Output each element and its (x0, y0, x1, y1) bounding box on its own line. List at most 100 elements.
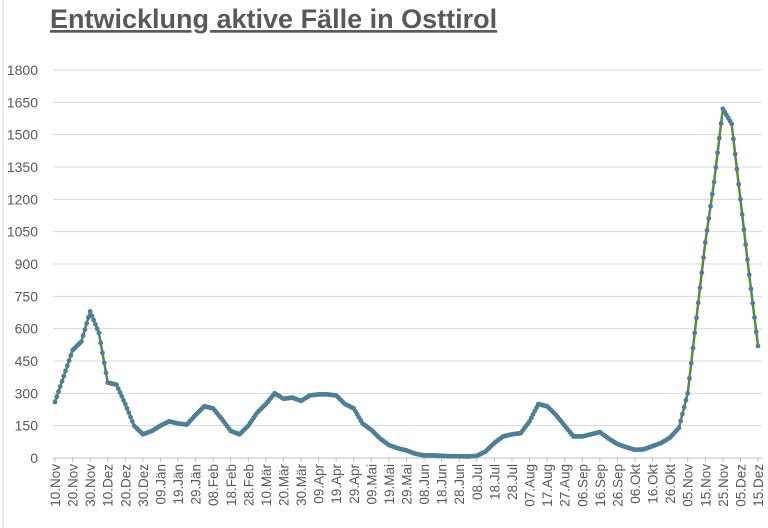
data-point-interp (699, 270, 705, 276)
series (52, 106, 761, 459)
x-tick-label: 20.Mär (276, 464, 291, 507)
data-point-interp (126, 410, 132, 416)
x-tick-label: 10.Mär (259, 464, 274, 507)
data-point-interp (54, 394, 60, 400)
data-point-interp (683, 397, 689, 403)
x-tick-label: 20.Nov (66, 464, 81, 507)
data-point (61, 373, 67, 379)
x-tick-label: 15.Nov (698, 464, 713, 507)
data-point-interp (128, 414, 133, 420)
data-point-interp (687, 375, 692, 381)
data-point-interp (697, 285, 703, 291)
x-tick-label: 19.Apr (329, 464, 344, 504)
data-point (52, 399, 58, 405)
data-point-interp (101, 360, 107, 366)
data-point-interp (704, 227, 710, 233)
y-tick-label: 1050 (7, 224, 38, 240)
x-tick-label: 08.Jul (470, 464, 485, 500)
x-tick-label: 18.Jun (435, 464, 450, 505)
data-point-interp (690, 345, 696, 351)
x-tick-label: 15.Dez (751, 464, 766, 507)
y-tick-label: 600 (15, 321, 39, 337)
x-tick-label: 29.Mai (400, 464, 415, 505)
data-point-interp (750, 300, 756, 306)
data-point (78, 339, 84, 344)
data-point-interp (98, 340, 104, 346)
data-point-interp (66, 358, 72, 363)
data-point-interp (743, 242, 749, 248)
x-tick-label: 29.Jän (189, 464, 204, 505)
x-tick-label: 26.Okt (663, 464, 678, 504)
y-tick-label: 900 (15, 256, 39, 272)
data-point (114, 382, 119, 388)
x-tick-label: 18.Feb (224, 464, 239, 506)
data-point-interp (82, 327, 88, 332)
data-point-interp (115, 386, 121, 391)
x-tick-label: 27.Aug (558, 464, 573, 507)
data-point-interp (718, 121, 724, 126)
data-point-interp (64, 363, 70, 369)
data-point-interp (716, 135, 722, 141)
x-tick-label: 09.Mai (364, 464, 379, 505)
data-point-interp (688, 360, 694, 366)
x-tick-label: 06.Okt (628, 464, 643, 504)
data-point (122, 401, 128, 407)
x-tick-label: 30.Dez (136, 464, 151, 507)
x-tick-label: 19.Mai (382, 464, 397, 505)
data-point-interp (732, 151, 738, 157)
x-tick-label: 17.Aug (540, 464, 555, 507)
data-point (729, 121, 735, 127)
chart-title: Entwicklung aktive Fälle in Osttirol (50, 4, 497, 34)
data-point-interp (119, 393, 125, 399)
y-tick-label: 1650 (7, 94, 38, 110)
y-tick-label: 300 (15, 385, 39, 401)
data-point-interp (94, 326, 100, 332)
x-tick-label: 29.Apr (347, 464, 362, 504)
data-point (746, 272, 752, 278)
data-point-interp (91, 317, 97, 323)
data-point-interp (752, 315, 757, 320)
data-point-interp (121, 397, 126, 403)
x-tick-label: 26.Sep (610, 464, 625, 507)
x-tick-label: 09.Apr (312, 464, 327, 504)
data-point-interp (681, 404, 687, 410)
data-point-interp (748, 286, 754, 292)
x-tick-label: 30.Nov (83, 464, 98, 507)
x-tick-label: 06.Sep (575, 464, 590, 507)
x-tick-label: 05.Nov (681, 464, 696, 507)
data-point-interp (678, 418, 684, 424)
data-point (685, 390, 691, 396)
x-tick-label: 28.Feb (241, 464, 256, 506)
data-point-interp (695, 300, 701, 306)
x-tick-label: 16.Okt (646, 464, 661, 504)
data-point-interp (57, 384, 63, 389)
data-point (702, 240, 708, 245)
data-point-interp (709, 191, 715, 197)
data-point-interp (741, 227, 747, 232)
data-point-interp (739, 212, 745, 217)
data-point (676, 425, 682, 431)
x-tick-label: 07.Aug (523, 464, 538, 507)
data-point-interp (745, 257, 750, 263)
data-point-interp (713, 165, 719, 170)
gridlines (53, 69, 762, 459)
data-point (755, 343, 761, 349)
y-tick-label: 750 (15, 288, 39, 304)
series-line (53, 107, 760, 458)
x-tick-label: 08.Feb (206, 464, 221, 506)
x-tick-label: 25.Nov (716, 464, 731, 507)
y-tick-label: 1500 (7, 127, 38, 143)
data-point-interp (124, 406, 130, 411)
data-point (96, 330, 102, 336)
x-tick-label: 09.Jän (153, 464, 168, 505)
x-tick-label: 10.Dez (101, 464, 116, 507)
data-point (87, 309, 93, 314)
data-point-interp (56, 389, 61, 395)
data-point-interp (680, 411, 685, 417)
data-point-interp (730, 136, 736, 142)
x-tick-label: 28.Jun (452, 464, 467, 505)
data-point-interp (89, 313, 95, 319)
data-point-interp (59, 378, 65, 384)
y-tick-label: 1350 (7, 159, 38, 175)
